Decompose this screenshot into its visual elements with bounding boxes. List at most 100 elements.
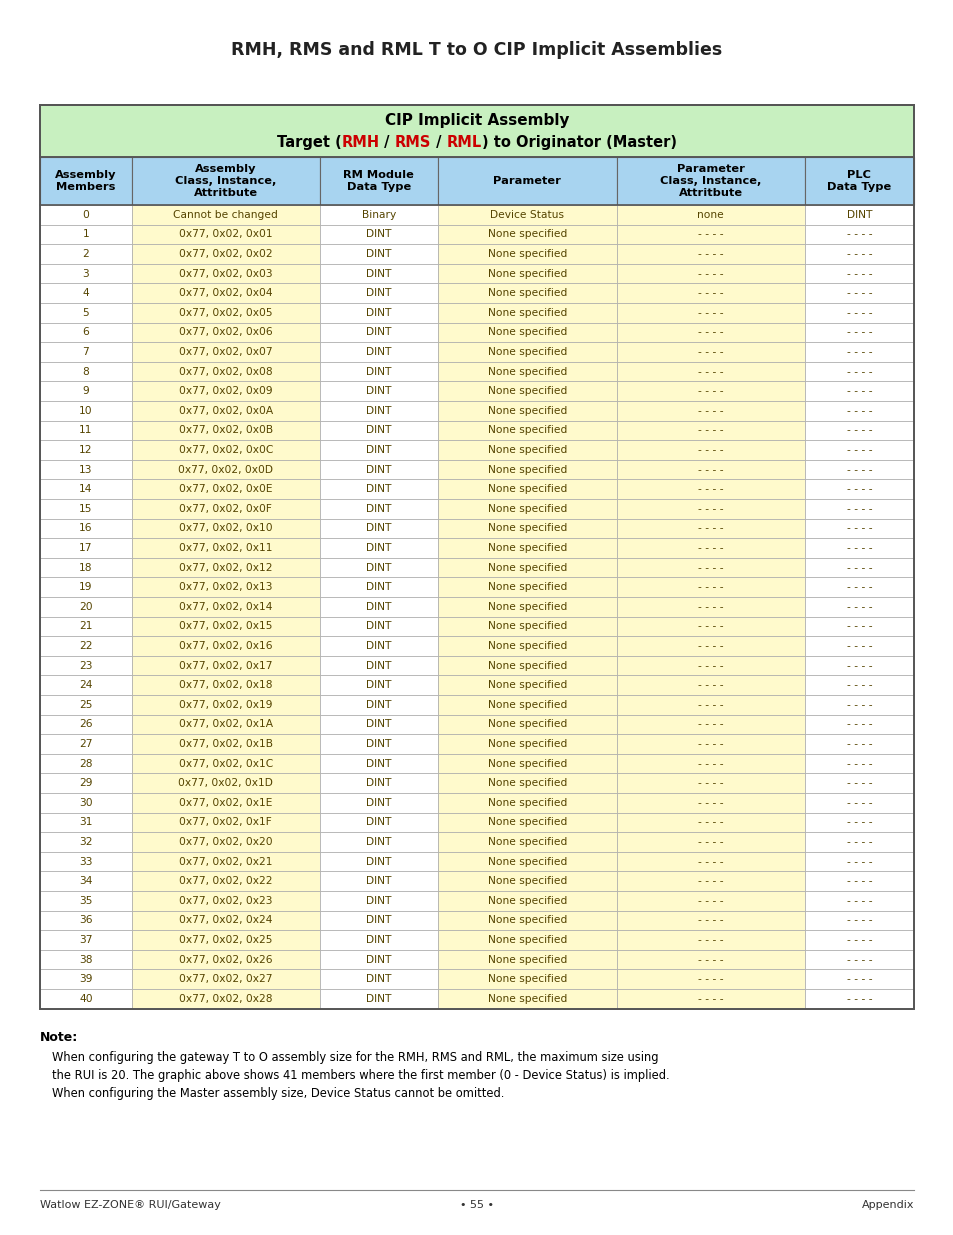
Text: 35: 35: [79, 895, 92, 905]
Bar: [617, 616, 804, 636]
Bar: [804, 538, 913, 558]
Text: - - - -: - - - -: [845, 758, 871, 768]
Bar: [132, 930, 319, 950]
Bar: [319, 969, 437, 989]
Text: DINT: DINT: [366, 935, 391, 945]
Bar: [804, 930, 913, 950]
Text: DINT: DINT: [366, 798, 391, 808]
Text: 17: 17: [79, 543, 92, 553]
Bar: [804, 852, 913, 872]
Bar: [40, 205, 132, 225]
Text: DINT: DINT: [366, 249, 391, 259]
Text: 14: 14: [79, 484, 92, 494]
Text: None specified: None specified: [487, 798, 566, 808]
Text: None specified: None specified: [487, 720, 566, 730]
Text: None specified: None specified: [487, 406, 566, 416]
Bar: [40, 401, 132, 421]
Bar: [804, 695, 913, 715]
Text: None specified: None specified: [487, 249, 566, 259]
Text: - - - -: - - - -: [845, 915, 871, 925]
Bar: [40, 616, 132, 636]
Text: 0x77, 0x02, 0x04: 0x77, 0x02, 0x04: [179, 288, 273, 298]
Bar: [617, 773, 804, 793]
Bar: [437, 283, 617, 303]
Bar: [617, 440, 804, 459]
Bar: [437, 695, 617, 715]
Bar: [617, 283, 804, 303]
Text: 0x77, 0x02, 0x0F: 0x77, 0x02, 0x0F: [179, 504, 272, 514]
Bar: [319, 832, 437, 852]
Text: 0x77, 0x02, 0x26: 0x77, 0x02, 0x26: [179, 955, 273, 965]
Bar: [804, 676, 913, 695]
Bar: [40, 225, 132, 245]
Bar: [40, 283, 132, 303]
Bar: [804, 715, 913, 734]
Text: 0x77, 0x02, 0x1D: 0x77, 0x02, 0x1D: [178, 778, 273, 788]
Text: 0x77, 0x02, 0x0A: 0x77, 0x02, 0x0A: [178, 406, 273, 416]
Text: 40: 40: [79, 994, 92, 1004]
Bar: [437, 910, 617, 930]
Bar: [617, 910, 804, 930]
Text: 9: 9: [82, 387, 90, 396]
Bar: [437, 813, 617, 832]
Bar: [617, 734, 804, 753]
Bar: [804, 245, 913, 264]
Text: 19: 19: [79, 582, 92, 593]
Text: 0x77, 0x02, 0x03: 0x77, 0x02, 0x03: [179, 268, 273, 279]
Bar: [437, 872, 617, 890]
Text: None specified: None specified: [487, 876, 566, 887]
Bar: [132, 753, 319, 773]
Text: - - - -: - - - -: [845, 230, 871, 240]
Bar: [804, 205, 913, 225]
Text: • 55 •: • 55 •: [459, 1200, 494, 1210]
Bar: [437, 715, 617, 734]
Bar: [617, 322, 804, 342]
Text: - - - -: - - - -: [698, 798, 722, 808]
Bar: [437, 969, 617, 989]
Bar: [617, 558, 804, 578]
Bar: [132, 538, 319, 558]
Text: 2: 2: [82, 249, 90, 259]
Text: 20: 20: [79, 601, 92, 611]
Text: Device Status: Device Status: [490, 210, 563, 220]
Text: - - - -: - - - -: [845, 994, 871, 1004]
Bar: [40, 421, 132, 440]
Bar: [132, 734, 319, 753]
Bar: [437, 205, 617, 225]
Text: - - - -: - - - -: [845, 327, 871, 337]
Bar: [804, 303, 913, 322]
Bar: [319, 852, 437, 872]
Bar: [319, 157, 437, 205]
Text: None specified: None specified: [487, 445, 566, 454]
Bar: [437, 303, 617, 322]
Text: 38: 38: [79, 955, 92, 965]
Bar: [804, 969, 913, 989]
Bar: [437, 930, 617, 950]
Text: None specified: None specified: [487, 268, 566, 279]
Text: 11: 11: [79, 425, 92, 436]
Text: DINT: DINT: [366, 601, 391, 611]
Bar: [437, 459, 617, 479]
Bar: [437, 264, 617, 283]
Bar: [40, 264, 132, 283]
Text: - - - -: - - - -: [698, 758, 722, 768]
Text: 0x77, 0x02, 0x18: 0x77, 0x02, 0x18: [179, 680, 273, 690]
Bar: [437, 597, 617, 616]
Bar: [40, 597, 132, 616]
Bar: [40, 695, 132, 715]
Bar: [437, 832, 617, 852]
Text: DINT: DINT: [366, 582, 391, 593]
Bar: [804, 421, 913, 440]
Bar: [617, 969, 804, 989]
Text: - - - -: - - - -: [698, 641, 722, 651]
Bar: [437, 342, 617, 362]
Text: 36: 36: [79, 915, 92, 925]
Text: - - - -: - - - -: [698, 367, 722, 377]
Bar: [40, 303, 132, 322]
Bar: [40, 676, 132, 695]
Text: CIP Implicit Assembly: CIP Implicit Assembly: [384, 114, 569, 128]
Text: 25: 25: [79, 700, 92, 710]
Bar: [617, 715, 804, 734]
Bar: [132, 322, 319, 342]
Bar: [437, 890, 617, 910]
